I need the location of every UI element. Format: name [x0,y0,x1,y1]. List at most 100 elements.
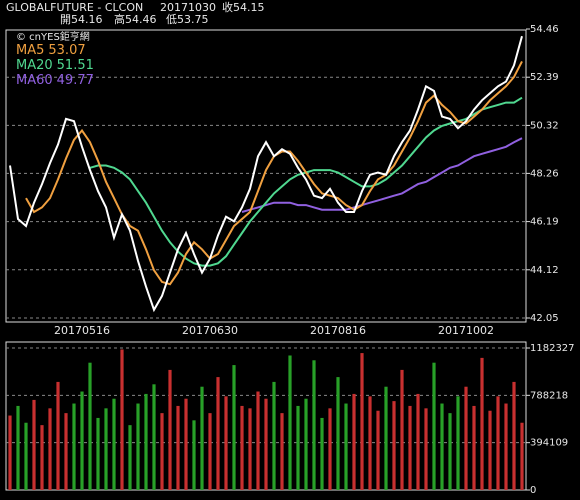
volume-bar [240,405,244,490]
volume-bar [288,355,292,490]
volume-bar [216,377,220,490]
volume-bar [16,405,20,490]
volume-bar [264,398,268,490]
volume-bar [280,413,284,490]
volume-bar [272,381,276,490]
low: 低53.75 [166,13,209,26]
volume-bar [256,391,260,490]
volume-bar [368,396,372,490]
volume-bar [176,405,180,490]
y-tick-label: 54.46 [530,24,559,35]
volume-bar [120,349,124,490]
volume-bar [184,398,188,490]
volume-bar [224,396,228,490]
legend-entry: MA60 49.77 [16,73,94,88]
volume-bar [40,425,44,490]
volume-bar [296,405,300,490]
volume-bar [128,425,132,490]
volume-bar [504,403,508,490]
legend-value: 49.77 [57,73,94,88]
volume-bar [248,408,252,490]
volume-bar [200,386,204,490]
volume-bar [480,357,484,490]
volume-bar [432,362,436,490]
volume-bar [408,405,412,490]
volume-bar [160,413,164,490]
volume-bar [208,413,212,490]
volume-bar [496,396,500,490]
volume-bar [232,365,236,490]
series-line [9,35,523,313]
legend-entry: MA20 51.51 [16,58,94,73]
volume-bar [64,413,68,490]
y-tick-label: 788218 [530,390,568,401]
volume-bar [56,381,60,490]
high: 高54.46 [114,12,157,26]
x-tick-label: 20170816 [310,324,366,337]
volume-bar [352,393,356,490]
legend-name: MA5 [16,43,44,58]
x-tick-label: 20171002 [438,324,494,337]
volume-bar [152,384,156,490]
x-tick-label: 20170630 [182,324,238,337]
volume-bar [488,410,492,490]
volume-bar [8,415,12,490]
y-tick-label: 50.32 [530,120,559,131]
legend-name: MA20 [16,58,53,73]
volume-bar [440,403,444,490]
x-tick-label: 20170516 [54,324,110,337]
open: 開54.16 [60,13,103,26]
volume-bar [168,369,172,490]
volume-bar [464,386,468,490]
volume-bar [424,408,428,490]
volume-bar [24,422,28,490]
volume-bar [304,398,308,490]
legend-value: 53.07 [48,43,85,58]
volume-bar [32,399,36,490]
volume-bar [344,403,348,490]
volume-bar [192,420,196,490]
volume-bar [96,417,100,490]
y-tick-label: 46.19 [530,217,559,228]
volume-bar [512,381,516,490]
volume-bar [328,408,332,490]
y-tick-label: 0 [530,485,536,496]
legend-name: MA60 [16,73,53,88]
volume-bar [72,403,76,490]
volume-bar [80,391,84,490]
y-tick-label: 1182327 [530,343,575,354]
y-tick-label: 48.26 [530,168,559,179]
volume-bar [360,353,364,490]
volume-bar [336,377,340,490]
symbol: GLOBALFUTURE - CLCON [6,1,143,14]
close: 收54.15 [222,0,265,14]
volume-bar [112,398,116,490]
volume-bar [456,396,460,490]
volume-bar [472,405,476,490]
series-line [25,60,523,286]
y-tick-label: 42.05 [530,313,559,324]
volume-bar [48,408,52,490]
series-line [241,137,523,213]
legend-entry: MA5 53.07 [16,43,86,58]
volume-bar [520,422,524,490]
volume-bar [88,362,92,490]
volume-bar [416,393,420,490]
legend-value: 51.51 [57,58,94,73]
volume-bar [136,403,140,490]
volume-bar [320,417,324,490]
date: 20171030 [160,1,216,14]
y-tick-label: 44.12 [530,265,559,276]
volume-bar [448,413,452,490]
volume-bar [400,369,404,490]
volume-bar [376,410,380,490]
watermark: © cnYES鉅亨網 [16,30,90,43]
y-tick-label: 394109 [530,438,568,449]
volume-bar [384,386,388,490]
volume-bar [312,360,316,490]
volume-bar [104,408,108,490]
y-tick-label: 52.39 [530,72,559,83]
volume-bar [392,401,396,490]
